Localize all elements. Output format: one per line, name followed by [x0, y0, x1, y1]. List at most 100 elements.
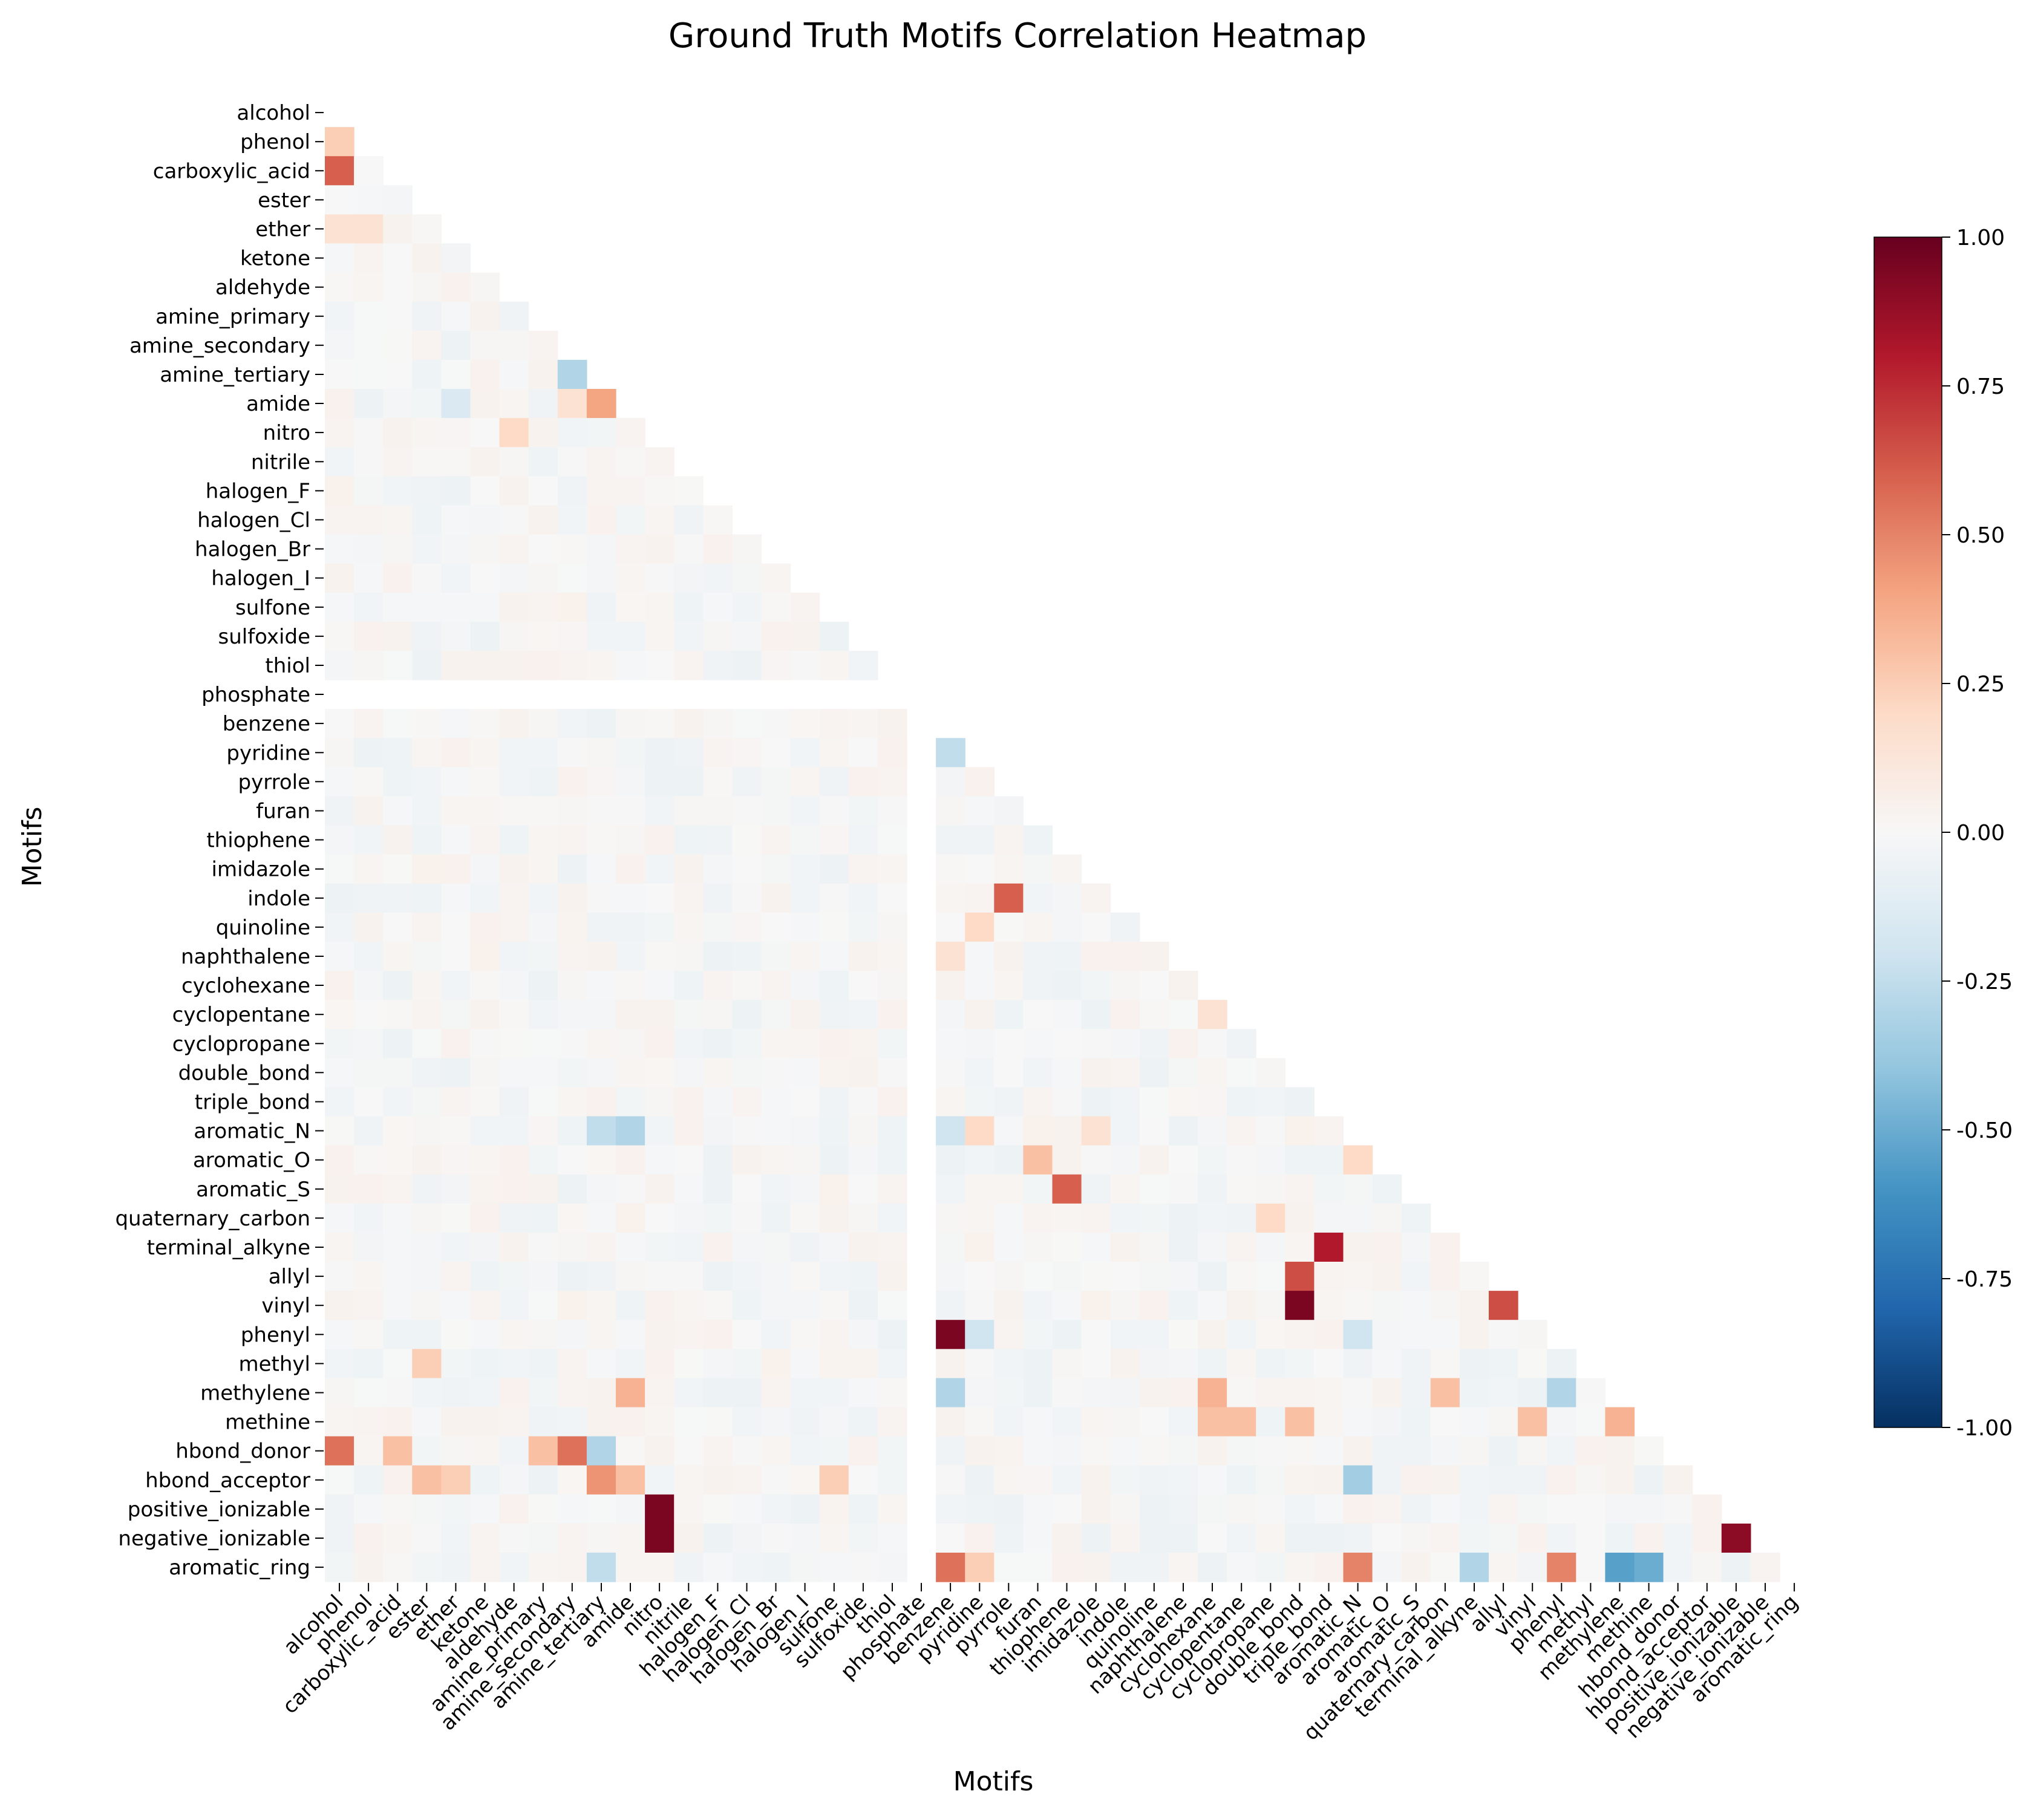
- y-tick-label: nitro: [263, 421, 310, 445]
- heatmap-cell: [936, 912, 965, 942]
- heatmap-cell: [848, 1262, 878, 1291]
- heatmap-cell: [994, 883, 1024, 913]
- heatmap-cell: [354, 1291, 384, 1320]
- heatmap-cell: [1343, 1407, 1373, 1437]
- heatmap-cell: [1489, 1378, 1518, 1408]
- heatmap-cell: [645, 621, 675, 651]
- heatmap-cell: [819, 1465, 849, 1495]
- heatmap-cell: [325, 621, 354, 651]
- heatmap-cell: [1605, 1465, 1635, 1495]
- heatmap-cell: [1256, 1553, 1285, 1582]
- heatmap-cell: [1721, 1523, 1751, 1553]
- heatmap-cell: [325, 738, 354, 768]
- heatmap-cell: [965, 1436, 995, 1466]
- heatmap-cell: [325, 563, 354, 593]
- heatmap-cell: [1489, 1320, 1518, 1349]
- colorbar-tick-label: 0.50: [1956, 523, 2005, 548]
- heatmap-cell: [499, 505, 529, 535]
- heatmap-cell: [383, 883, 413, 913]
- heatmap-cell: [761, 767, 791, 797]
- heatmap-cell: [1052, 854, 1082, 884]
- heatmap-cell: [732, 592, 762, 622]
- heatmap-cell: [1168, 1116, 1198, 1146]
- heatmap-cell: [354, 825, 384, 855]
- heatmap-cell: [645, 1349, 675, 1378]
- heatmap-cell: [1023, 1349, 1053, 1378]
- heatmap-cell: [1314, 1145, 1344, 1175]
- heatmap-cell: [1459, 1349, 1489, 1378]
- heatmap-cell: [645, 796, 675, 826]
- heatmap-cell: [732, 1000, 762, 1029]
- heatmap-cell: [1052, 1465, 1082, 1495]
- heatmap-cell: [1430, 1349, 1460, 1378]
- heatmap-cell: [1198, 1232, 1227, 1262]
- heatmap-cell: [383, 1145, 413, 1175]
- heatmap-cell: [936, 1320, 965, 1349]
- heatmap-cell: [1081, 1349, 1111, 1378]
- heatmap-cell: [586, 1291, 616, 1320]
- heatmap-cell: [441, 621, 471, 651]
- heatmap-cell: [1081, 1436, 1111, 1466]
- heatmap-cell: [965, 1349, 995, 1378]
- heatmap-cell: [616, 854, 645, 884]
- heatmap-cell: [703, 854, 733, 884]
- heatmap-cell: [645, 1436, 675, 1466]
- heatmap-cell: [994, 1349, 1024, 1378]
- heatmap-cell: [1401, 1378, 1431, 1408]
- heatmap-cell: [1081, 1087, 1111, 1117]
- heatmap-cell: [674, 971, 704, 1000]
- heatmap-cell: [499, 301, 529, 331]
- heatmap-cell: [645, 1174, 675, 1204]
- heatmap-cell: [528, 1000, 558, 1029]
- heatmap-cell: [412, 1000, 442, 1029]
- heatmap-cell: [1052, 1523, 1082, 1553]
- heatmap-cell: [325, 883, 354, 913]
- heatmap-cell: [354, 1320, 384, 1349]
- heatmap-cell: [412, 1232, 442, 1262]
- heatmap-cell: [790, 796, 820, 826]
- heatmap-cell: [1314, 1232, 1344, 1262]
- heatmap-cell: [790, 1320, 820, 1349]
- heatmap-cell: [1285, 1203, 1315, 1233]
- heatmap-cell: [790, 883, 820, 913]
- heatmap-cell: [1285, 1378, 1315, 1408]
- heatmap-cell: [412, 1494, 442, 1524]
- heatmap-cell: [1081, 1058, 1111, 1088]
- heatmap-cell: [528, 941, 558, 971]
- heatmap-cell: [1081, 1000, 1111, 1029]
- heatmap-cell: [1314, 1553, 1344, 1582]
- heatmap-cell: [354, 214, 384, 244]
- heatmap-cell: [441, 796, 471, 826]
- heatmap-cell: [1081, 1553, 1111, 1582]
- heatmap-cell: [674, 1262, 704, 1291]
- y-tick-label: ester: [258, 188, 310, 212]
- heatmap-cell: [965, 1523, 995, 1553]
- heatmap-cell: [499, 1349, 529, 1378]
- heatmap-cell: [936, 1145, 965, 1175]
- y-tick-label: imidazole: [212, 858, 310, 882]
- heatmap-cell: [412, 243, 442, 273]
- heatmap-cell: [616, 1174, 645, 1204]
- heatmap-cell: [674, 825, 704, 855]
- heatmap-cell: [412, 1553, 442, 1582]
- heatmap-cell: [325, 476, 354, 506]
- heatmap-cell: [1256, 1262, 1285, 1291]
- y-tick-label: aromatic_O: [193, 1149, 310, 1173]
- heatmap-cell: [325, 825, 354, 855]
- heatmap-cell: [412, 709, 442, 739]
- heatmap-cell: [1023, 1465, 1053, 1495]
- heatmap-cell: [616, 1553, 645, 1582]
- heatmap-cell: [325, 1553, 354, 1582]
- heatmap-cell: [354, 1145, 384, 1175]
- heatmap-cell: [674, 1145, 704, 1175]
- heatmap-cell: [1139, 1232, 1169, 1262]
- heatmap-cell: [674, 1553, 704, 1582]
- heatmap-cell: [412, 1291, 442, 1320]
- heatmap-cell: [528, 1232, 558, 1262]
- heatmap-cell: [819, 1058, 849, 1088]
- heatmap-cell: [877, 1436, 907, 1466]
- heatmap-cell: [761, 1523, 791, 1553]
- y-tick-label: cyclohexane: [181, 974, 310, 998]
- heatmap-cell: [1343, 1436, 1373, 1466]
- heatmap-cell: [645, 883, 675, 913]
